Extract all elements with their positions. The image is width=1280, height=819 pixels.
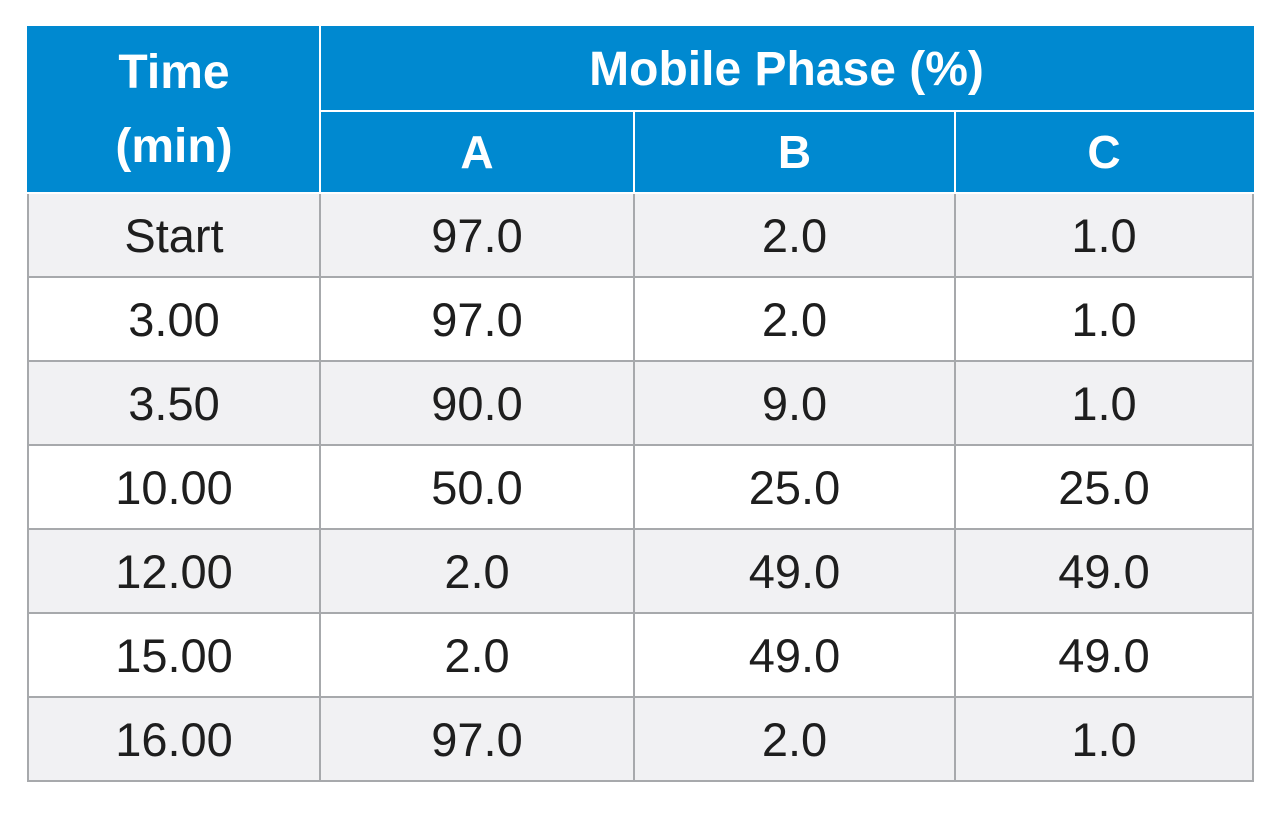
mobile-phase-gradient-table: Time (min) Mobile Phase (%) A B C Start … [27,26,1255,782]
table-body: Start 97.0 2.0 1.0 3.00 97.0 2.0 1.0 3.5… [27,192,1255,782]
cell-a: 97.0 [319,276,635,362]
header-row-1: Time (min) Mobile Phase (%) [27,26,1255,194]
cell-c: 49.0 [953,528,1255,614]
cell-time: 3.50 [27,360,321,446]
cell-a: 50.0 [319,444,635,530]
cell-c: 25.0 [953,444,1255,530]
cell-time: 12.00 [27,528,321,614]
cell-b: 2.0 [633,696,956,782]
table-row: 12.00 2.0 49.0 49.0 [27,528,1255,614]
column-header-b: B [633,110,956,194]
table-row: 15.00 2.0 49.0 49.0 [27,612,1255,698]
cell-b: 49.0 [633,612,956,698]
cell-a: 97.0 [319,696,635,782]
cell-b: 2.0 [633,276,956,362]
cell-time: 10.00 [27,444,321,530]
header-row-2: A B C [28,110,1255,194]
cell-b: 49.0 [633,528,956,614]
time-header-line1: Time [118,46,230,99]
cell-a: 2.0 [319,612,635,698]
cell-c: 1.0 [953,360,1255,446]
table-row: Start 97.0 2.0 1.0 [27,192,1255,278]
time-column-header: Time (min) [27,26,321,194]
cell-c: 1.0 [953,696,1255,782]
time-header-line2: (min) [115,120,233,173]
cell-b: 25.0 [633,444,956,530]
cell-c: 49.0 [953,612,1255,698]
cell-a: 90.0 [319,360,635,446]
cell-b: 9.0 [633,360,956,446]
cell-time: 16.00 [27,696,321,782]
cell-c: 1.0 [953,192,1255,278]
cell-time: Start [27,192,321,278]
column-header-c: C [953,110,1255,194]
cell-a: 2.0 [319,528,635,614]
table-row: 3.00 97.0 2.0 1.0 [27,276,1255,362]
gradient-table-container: Time (min) Mobile Phase (%) A B C Start … [27,26,1255,782]
cell-time: 3.00 [27,276,321,362]
cell-time: 15.00 [27,612,321,698]
cell-c: 1.0 [953,276,1255,362]
table-row: 16.00 97.0 2.0 1.0 [27,696,1255,782]
cell-b: 2.0 [633,192,956,278]
table-header: Time (min) Mobile Phase (%) A B C [27,26,1255,194]
mobile-phase-group-header: Mobile Phase (%) [318,26,1255,112]
column-header-a: A [319,110,635,194]
table-row: 10.00 50.0 25.0 25.0 [27,444,1255,530]
cell-a: 97.0 [319,192,635,278]
table-row: 3.50 90.0 9.0 1.0 [27,360,1255,446]
